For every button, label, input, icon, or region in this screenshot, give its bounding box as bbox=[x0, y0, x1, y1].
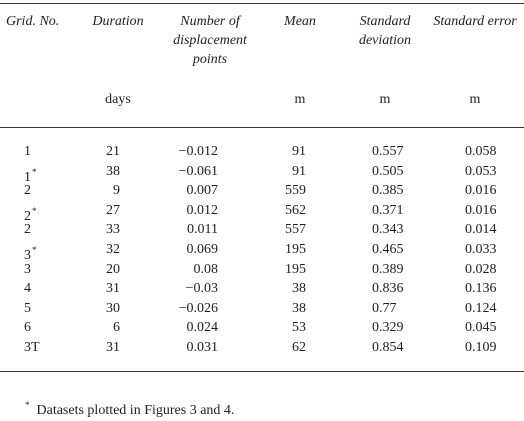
cell: 62 bbox=[292, 340, 306, 355]
cell: 0.77 bbox=[372, 300, 397, 316]
top-rule bbox=[0, 3, 524, 4]
grid-number: 2 bbox=[24, 182, 31, 200]
cell: 0.385 bbox=[372, 183, 404, 199]
cell: 0.124 bbox=[465, 300, 497, 316]
grid-label: 1 bbox=[24, 169, 31, 185]
cell: 0.016 bbox=[465, 202, 497, 218]
cell: 0.031 bbox=[186, 340, 219, 355]
grid-label: 2 bbox=[24, 183, 31, 199]
cell: 32 bbox=[106, 242, 120, 257]
cell: 0.465 bbox=[372, 242, 404, 257]
cell: 0.136 bbox=[465, 281, 497, 297]
cell: 6 bbox=[113, 320, 120, 336]
grid-note: * bbox=[32, 205, 37, 216]
cell: 0.016 bbox=[465, 183, 497, 199]
grid-label: 2 bbox=[24, 208, 31, 224]
grid-note: * bbox=[32, 245, 37, 255]
unit-label: days bbox=[105, 92, 131, 107]
cell: 0.854 bbox=[372, 340, 404, 355]
cell: 38 bbox=[292, 281, 306, 297]
cell: 0.371 bbox=[372, 202, 404, 218]
cell: 0.012 bbox=[186, 202, 219, 218]
cell: 0.028 bbox=[465, 261, 497, 277]
unit-label: m bbox=[294, 92, 306, 107]
cell: 91 bbox=[292, 144, 306, 159]
cell: 53 bbox=[292, 320, 306, 336]
cell: 195 bbox=[285, 242, 306, 257]
cell: 33 bbox=[106, 222, 120, 238]
cell: 0.08 bbox=[193, 261, 219, 277]
grid-number: 1* bbox=[24, 163, 37, 187]
grid-number: 6 bbox=[24, 319, 31, 337]
cell: 0.557 bbox=[372, 144, 404, 159]
cell: 38 bbox=[106, 163, 120, 179]
bottom-rule bbox=[0, 371, 524, 372]
cell: 27 bbox=[106, 202, 120, 218]
cell: −0.03 bbox=[185, 281, 218, 297]
cell: 0.053 bbox=[465, 163, 497, 179]
grid-label: 3 bbox=[24, 261, 31, 277]
cell: 0.011 bbox=[187, 222, 218, 238]
cell: −0.061 bbox=[178, 163, 218, 179]
cell: 0.014 bbox=[465, 222, 497, 238]
cell: 0.836 bbox=[372, 281, 404, 297]
grid-label: 3T bbox=[24, 340, 40, 355]
grid-note: * bbox=[32, 166, 37, 177]
cell: 195 bbox=[285, 261, 306, 277]
cell: 31 bbox=[106, 281, 120, 297]
grid-number: 4 bbox=[24, 280, 31, 298]
cell: 20 bbox=[106, 261, 120, 277]
grid-number: 2 bbox=[24, 221, 31, 239]
column-header: Standard deviation bbox=[358, 14, 412, 48]
grid-label: 1 bbox=[24, 144, 31, 159]
footnote-mark: * bbox=[25, 400, 30, 410]
cell: −0.012 bbox=[178, 144, 218, 159]
cell: 0.058 bbox=[465, 144, 497, 159]
grid-label: 4 bbox=[24, 281, 31, 297]
cell: 0.109 bbox=[465, 340, 497, 355]
cell: 0.069 bbox=[186, 242, 219, 257]
grid-number: 3T bbox=[24, 339, 40, 357]
unit-label: m bbox=[379, 92, 391, 107]
grid-number: 1 bbox=[24, 143, 31, 161]
cell: 559 bbox=[285, 183, 306, 199]
grid-label: 3 bbox=[24, 248, 31, 263]
footnote: * Datasets plotted in Figures 3 and 4. bbox=[24, 396, 234, 420]
grid-number: 3 bbox=[24, 261, 31, 279]
cell: 31 bbox=[106, 340, 120, 355]
cell: 0.024 bbox=[186, 320, 219, 336]
cell: 0.007 bbox=[186, 183, 219, 199]
cell: 0.343 bbox=[372, 222, 404, 238]
cell: 0.329 bbox=[372, 320, 404, 336]
cell: −0.026 bbox=[178, 300, 218, 316]
header-rule bbox=[0, 127, 524, 128]
grid-number: 5 bbox=[24, 300, 31, 318]
cell: 30 bbox=[106, 300, 120, 316]
cell: 562 bbox=[285, 202, 306, 218]
cell: 0.505 bbox=[372, 163, 404, 179]
footnote-text: Datasets plotted in Figures 3 and 4. bbox=[36, 403, 235, 418]
column-header: Standard error bbox=[433, 14, 517, 29]
cell: 557 bbox=[285, 222, 306, 238]
grid-label: 5 bbox=[24, 300, 31, 316]
column-header: Duration bbox=[92, 14, 144, 29]
grid-label: 2 bbox=[24, 222, 31, 238]
column-header: Grid. No. bbox=[6, 14, 60, 29]
column-header: Number of displacement points bbox=[173, 14, 247, 67]
cell: 21 bbox=[106, 144, 120, 159]
cell: 91 bbox=[292, 163, 306, 179]
cell: 38 bbox=[292, 300, 306, 316]
cell: 0.033 bbox=[465, 242, 497, 257]
column-header: Mean bbox=[284, 14, 316, 29]
unit-label: m bbox=[469, 92, 481, 107]
grid-label: 6 bbox=[24, 320, 31, 336]
cell: 0.389 bbox=[372, 261, 404, 277]
grid-number: 2* bbox=[24, 202, 37, 226]
grid-number: 3* bbox=[24, 241, 37, 265]
cell: 9 bbox=[113, 183, 120, 199]
cell: 0.045 bbox=[465, 320, 497, 336]
